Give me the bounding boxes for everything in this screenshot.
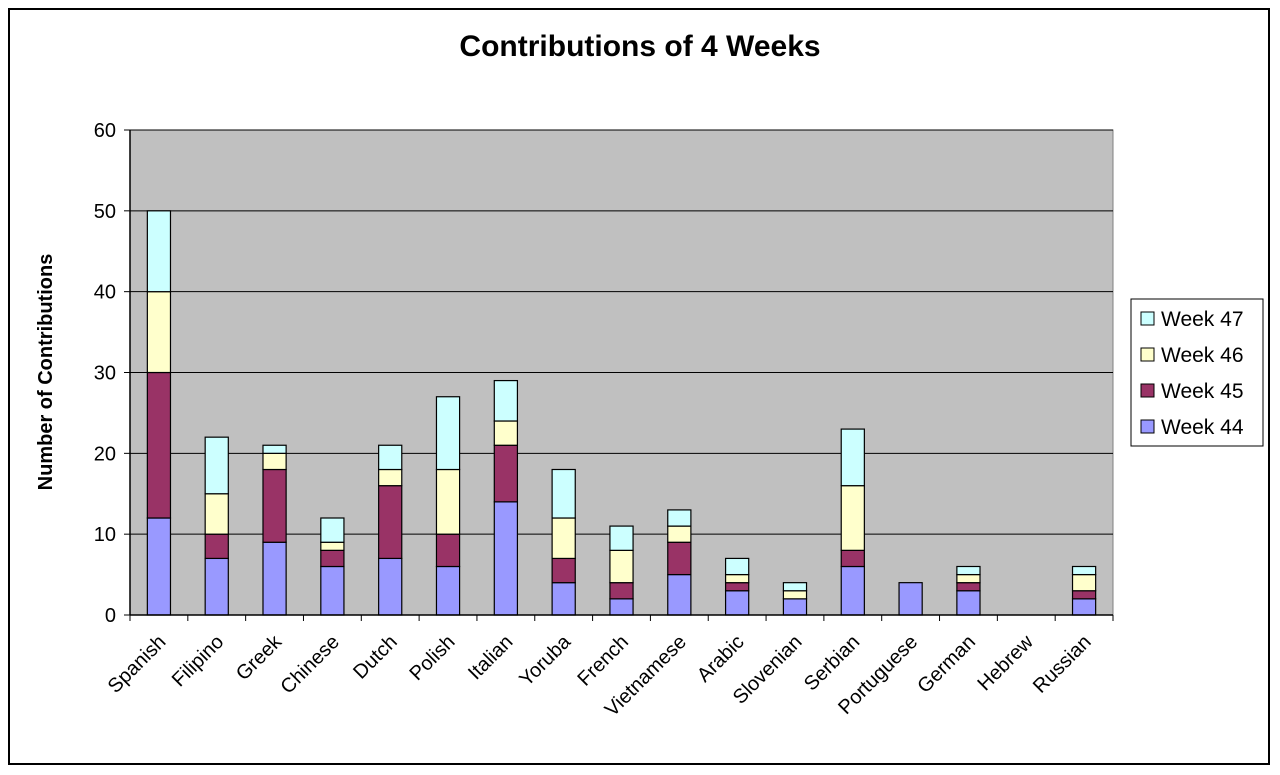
x-tick-label: Chinese <box>276 631 343 698</box>
bar-week-45-italian <box>493 444 519 503</box>
bar-week-45-german <box>956 582 981 592</box>
bar-week-44-greek <box>262 541 287 616</box>
bar-week-45-yoruba <box>551 557 576 584</box>
bar-week-44-arabic <box>724 590 750 616</box>
x-tick-label: Yoruba <box>515 630 575 690</box>
bar-week-45-arabic <box>724 582 750 592</box>
bar-week-45-filipino <box>204 533 229 560</box>
x-tick-label: Polish <box>405 631 459 685</box>
bar-week-44-german <box>956 590 981 616</box>
bar-week-45-serbian <box>840 549 865 568</box>
bar-week-47-polish <box>435 396 461 471</box>
x-tick-label: Arabic <box>693 631 749 687</box>
legend-label: Week 45 <box>1161 380 1244 403</box>
bar-week-45-vietnamese <box>667 541 692 576</box>
bar-week-46-arabic <box>724 573 750 584</box>
bar-week-46-yoruba <box>551 517 576 560</box>
bar-week-47-slovenian <box>782 582 808 592</box>
bar-week-45-polish <box>435 533 461 568</box>
bar-week-44-slovenian <box>782 598 808 616</box>
bar-week-46-french <box>609 549 634 584</box>
legend-swatch-week-47 <box>1140 311 1155 326</box>
x-tick-label: Greek <box>232 630 287 685</box>
x-tick-label: Filipino <box>168 631 228 691</box>
bar-week-47-greek <box>262 444 287 454</box>
x-tick-label: Hebrew <box>974 631 1039 696</box>
bar-week-44-portuguese <box>898 582 923 616</box>
bar-week-44-italian <box>493 501 519 616</box>
bar-week-47-chinese <box>320 517 345 543</box>
bar-week-46-greek <box>262 452 287 471</box>
bar-week-47-german <box>956 565 981 576</box>
legend-label: Week 44 <box>1161 416 1244 439</box>
legend-label: Week 46 <box>1161 344 1244 367</box>
x-tick-label: Russian <box>1029 631 1096 698</box>
bar-week-45-greek <box>262 468 287 543</box>
bar-week-46-russian <box>1071 573 1097 592</box>
bar-week-45-spanish <box>146 371 172 519</box>
bar-week-45-dutch <box>378 485 403 560</box>
bar-week-47-spanish <box>146 210 172 293</box>
bar-week-44-chinese <box>320 565 345 616</box>
bar-week-44-serbian <box>840 565 865 616</box>
bar-week-44-vietnamese <box>667 573 692 616</box>
bar-week-47-vietnamese <box>667 509 692 527</box>
bar-week-47-serbian <box>840 428 865 487</box>
bar-week-44-yoruba <box>551 582 576 616</box>
bar-week-46-chinese <box>320 541 345 551</box>
y-tick-label: 0 <box>105 605 116 627</box>
bar-week-44-french <box>609 598 634 616</box>
bar-week-46-spanish <box>146 291 172 374</box>
bar-week-47-russian <box>1071 565 1097 576</box>
bar-week-46-polish <box>435 468 461 535</box>
bar-week-47-dutch <box>378 444 403 471</box>
y-tick-label: 30 <box>94 363 116 385</box>
legend-swatch-week-44 <box>1140 419 1155 434</box>
legend-swatch-week-46 <box>1140 347 1155 362</box>
bar-week-44-spanish <box>146 517 172 616</box>
y-tick-label: 50 <box>94 201 116 223</box>
legend-label: Week 47 <box>1161 308 1244 331</box>
x-tick-label: Italian <box>464 631 517 684</box>
y-tick-label: 60 <box>94 120 116 142</box>
bar-week-45-chinese <box>320 549 345 568</box>
bar-week-46-serbian <box>840 485 865 551</box>
y-tick-label: 40 <box>94 282 116 304</box>
bar-week-46-vietnamese <box>667 525 692 543</box>
legend-swatch-week-45 <box>1140 383 1155 398</box>
bar-week-46-dutch <box>378 468 403 487</box>
bar-week-44-filipino <box>204 557 229 616</box>
bar-week-46-slovenian <box>782 590 808 600</box>
bar-week-46-german <box>956 573 981 584</box>
x-tick-label: Dutch <box>349 631 402 684</box>
chart-title: Contributions of 4 Weeks <box>459 30 821 63</box>
bar-week-46-filipino <box>204 493 229 535</box>
bar-week-46-italian <box>493 420 519 446</box>
y-tick-label: 20 <box>94 443 116 465</box>
x-tick-label: German <box>913 631 980 698</box>
bar-week-45-russian <box>1071 590 1097 600</box>
bar-week-44-russian <box>1071 598 1097 616</box>
y-axis-label: Number of Contributions <box>35 254 57 491</box>
bar-week-44-polish <box>435 565 461 616</box>
bar-week-44-dutch <box>378 557 403 616</box>
bar-week-47-french <box>609 525 634 551</box>
bar-week-45-french <box>609 582 634 600</box>
bar-week-47-italian <box>493 379 519 422</box>
bar-week-47-arabic <box>724 557 750 576</box>
x-tick-label: Spanish <box>104 631 171 698</box>
legend: Week 47 Week 46 Week 45 Week 44 <box>1130 298 1264 447</box>
bar-week-47-yoruba <box>551 468 576 519</box>
y-tick-label: 10 <box>94 524 116 546</box>
bar-week-47-filipino <box>204 436 229 495</box>
